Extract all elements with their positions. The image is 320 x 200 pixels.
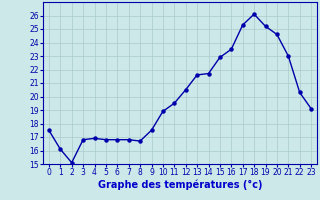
X-axis label: Graphe des températures (°c): Graphe des températures (°c) (98, 180, 262, 190)
